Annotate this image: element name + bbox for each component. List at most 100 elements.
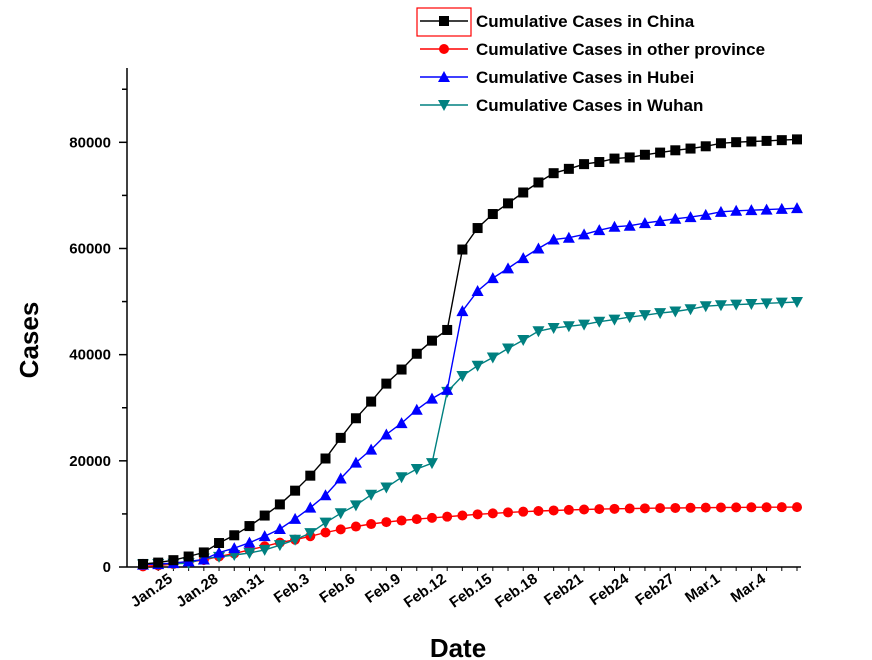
data-point bbox=[746, 136, 757, 147]
data-point bbox=[396, 515, 407, 526]
data-point bbox=[289, 534, 302, 546]
data-point bbox=[791, 202, 803, 214]
data-point bbox=[548, 168, 559, 179]
data-point bbox=[533, 505, 544, 516]
x-tick-label: Mar.4 bbox=[728, 570, 770, 606]
data-point bbox=[517, 335, 530, 347]
data-point bbox=[624, 503, 635, 514]
data-point bbox=[426, 512, 437, 523]
data-point bbox=[289, 512, 302, 524]
data-point bbox=[441, 383, 454, 395]
data-point bbox=[502, 262, 515, 274]
data-point bbox=[425, 392, 438, 404]
data-point bbox=[349, 456, 362, 468]
series-cumulative-cases-in-wuhan bbox=[137, 297, 803, 571]
data-point bbox=[638, 217, 651, 229]
data-point bbox=[791, 297, 803, 309]
data-point bbox=[244, 521, 255, 532]
data-point bbox=[655, 503, 666, 514]
data-point bbox=[396, 364, 407, 375]
data-point bbox=[214, 538, 225, 549]
data-point bbox=[518, 506, 529, 517]
data-point bbox=[380, 428, 393, 440]
data-point bbox=[335, 432, 346, 443]
data-point bbox=[760, 203, 773, 215]
data-point bbox=[670, 145, 681, 156]
data-point bbox=[442, 324, 453, 335]
legend-swatch-marker bbox=[438, 71, 450, 82]
data-point bbox=[380, 482, 393, 494]
data-point bbox=[578, 319, 591, 331]
data-point bbox=[699, 301, 712, 313]
data-point bbox=[714, 205, 727, 217]
data-point bbox=[138, 558, 148, 569]
y-axis-title: Cases bbox=[14, 302, 44, 379]
series-line bbox=[142, 301, 798, 566]
data-point bbox=[319, 517, 332, 529]
data-point bbox=[532, 242, 545, 254]
data-point bbox=[548, 505, 559, 516]
data-point bbox=[623, 312, 636, 324]
data-point bbox=[775, 202, 788, 214]
x-tick-label: Feb.3 bbox=[271, 570, 313, 606]
data-point bbox=[639, 503, 650, 514]
data-point bbox=[503, 198, 514, 209]
data-point bbox=[319, 489, 332, 501]
data-point bbox=[594, 504, 605, 515]
data-point bbox=[700, 502, 711, 513]
data-point bbox=[442, 511, 453, 522]
data-point bbox=[608, 314, 621, 326]
x-tick-label: Feb.12 bbox=[401, 570, 450, 611]
data-point bbox=[700, 141, 711, 152]
data-point bbox=[699, 208, 712, 220]
x-axis-title: Date bbox=[430, 633, 486, 660]
data-point bbox=[334, 472, 347, 484]
data-point bbox=[562, 231, 575, 243]
data-point bbox=[457, 510, 468, 521]
x-tick-label: Feb27 bbox=[632, 570, 677, 609]
legend-item: Cumulative Cases in Hubei bbox=[420, 68, 694, 87]
data-point bbox=[715, 502, 726, 513]
data-point bbox=[456, 370, 469, 382]
data-point bbox=[776, 502, 787, 513]
legend-swatch-marker bbox=[439, 16, 449, 26]
data-point bbox=[471, 285, 484, 297]
data-point bbox=[562, 321, 575, 333]
data-point bbox=[487, 508, 498, 519]
data-point bbox=[381, 378, 392, 389]
data-point bbox=[547, 233, 560, 245]
data-point bbox=[669, 306, 682, 318]
data-point bbox=[168, 555, 179, 566]
x-tick-label: Feb.6 bbox=[316, 570, 358, 606]
data-point bbox=[685, 502, 696, 513]
data-point bbox=[594, 157, 605, 168]
data-point bbox=[518, 187, 529, 198]
data-point bbox=[685, 143, 696, 154]
data-point bbox=[745, 204, 758, 216]
data-point bbox=[684, 211, 697, 223]
data-point bbox=[304, 501, 317, 513]
data-point bbox=[776, 135, 787, 146]
data-point bbox=[425, 458, 438, 470]
data-point bbox=[639, 149, 650, 160]
data-point bbox=[623, 219, 636, 231]
data-point bbox=[335, 524, 346, 535]
series-line bbox=[142, 506, 798, 567]
legend: Cumulative Cases in China Cumulative Case… bbox=[416, 7, 765, 115]
x-tick-label: Feb.15 bbox=[446, 570, 495, 611]
data-point bbox=[410, 403, 423, 415]
data-point bbox=[183, 551, 194, 562]
legend-label: Cumulative Cases in Wuhan bbox=[476, 96, 703, 115]
data-point bbox=[395, 472, 408, 484]
x-tick-label: Feb24 bbox=[587, 570, 633, 609]
series-line bbox=[142, 138, 798, 565]
data-point bbox=[579, 159, 590, 170]
data-point bbox=[593, 224, 606, 236]
data-point bbox=[746, 502, 757, 513]
legend-item: Cumulative Cases in other province bbox=[420, 40, 765, 59]
data-point bbox=[273, 523, 286, 535]
y-tick-label: 0 bbox=[103, 559, 111, 576]
x-tick-label: Mar.1 bbox=[682, 570, 723, 606]
